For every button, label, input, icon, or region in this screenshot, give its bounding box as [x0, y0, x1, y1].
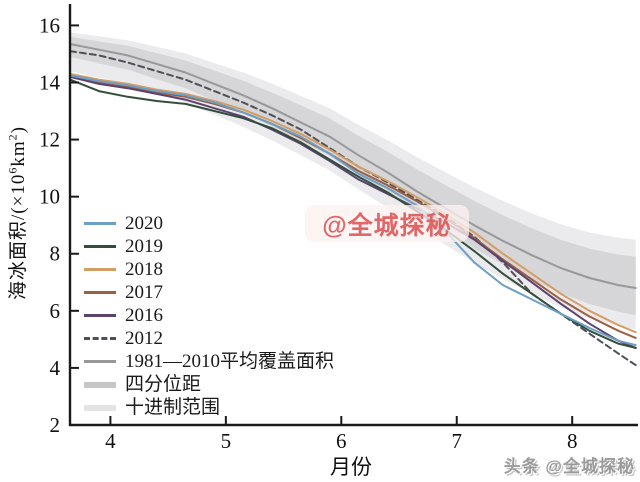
x-tick-label: 5 [221, 429, 232, 453]
legend-swatch-icon [84, 337, 116, 340]
legend-item-2020: 2020 [84, 212, 334, 235]
series-line-1981—2010平均覆盖面积 [69, 43, 637, 289]
center-watermark: @全城探秘 [305, 205, 469, 242]
legend-item-1981—2010平均覆盖面积: 1981—2010平均覆盖面积 [84, 350, 334, 373]
legend-item-2017: 2017 [84, 281, 334, 304]
series-line-2016 [69, 75, 637, 349]
legend: 2020 2019 2018 2017 2016 2012 1981—2010平均覆盖面积四… [84, 212, 334, 419]
bottom-right-watermark: 头条 @全城探秘 [503, 457, 635, 476]
series-line-2018 [69, 72, 637, 334]
legend-item-十进制范围: 十进制范围 [84, 396, 334, 419]
legend-swatch-icon [84, 291, 116, 294]
x-tick-label: 8 [567, 429, 578, 453]
y-tick-label: 2 [50, 413, 61, 437]
legend-label: 2017 [125, 282, 163, 303]
legend-item-2019: 2019 [84, 235, 334, 258]
legend-swatch-icon [84, 360, 116, 363]
y-axis-label: 海冰面积/(×106km2) [5, 126, 29, 300]
y-tick-label: 6 [50, 299, 61, 323]
band-四分位距 [70, 36, 636, 316]
legend-item-2012: 2012 [84, 327, 334, 350]
series-line-2017 [69, 75, 637, 339]
legend-label: 四分位距 [125, 374, 202, 395]
legend-item-2016: 2016 [84, 304, 334, 327]
series-line-2019 [69, 78, 637, 349]
x-tick-label: 4 [105, 429, 116, 453]
x-axis-label: 月份 [330, 455, 372, 479]
y-tick-label: 12 [39, 128, 60, 152]
legend-swatch-icon [84, 222, 116, 225]
legend-item-四分位距: 四分位距 [84, 373, 334, 396]
legend-label: 2020 [125, 213, 163, 234]
legend-label: 2019 [125, 236, 163, 257]
legend-label: 十进制范围 [125, 397, 221, 418]
legend-item-2018: 2018 [84, 258, 334, 281]
legend-swatch-icon [84, 268, 116, 271]
y-tick-label: 14 [39, 70, 61, 94]
legend-label: 2018 [125, 259, 163, 280]
y-tick-label: 8 [50, 242, 61, 266]
legend-label: 2012 [125, 328, 163, 349]
y-tick-label: 16 [39, 13, 60, 37]
y-tick-label: 4 [50, 356, 61, 380]
legend-swatch-icon [84, 245, 116, 248]
legend-label: 2016 [125, 305, 163, 326]
legend-swatch-icon [84, 381, 116, 388]
y-tick-label: 10 [39, 185, 60, 209]
legend-swatch-icon [84, 314, 116, 317]
series-line-2020 [69, 74, 637, 347]
x-tick-label: 6 [336, 429, 347, 453]
legend-swatch-icon [84, 404, 116, 411]
legend-label: 1981—2010平均覆盖面积 [125, 351, 335, 372]
x-tick-label: 7 [451, 429, 462, 453]
